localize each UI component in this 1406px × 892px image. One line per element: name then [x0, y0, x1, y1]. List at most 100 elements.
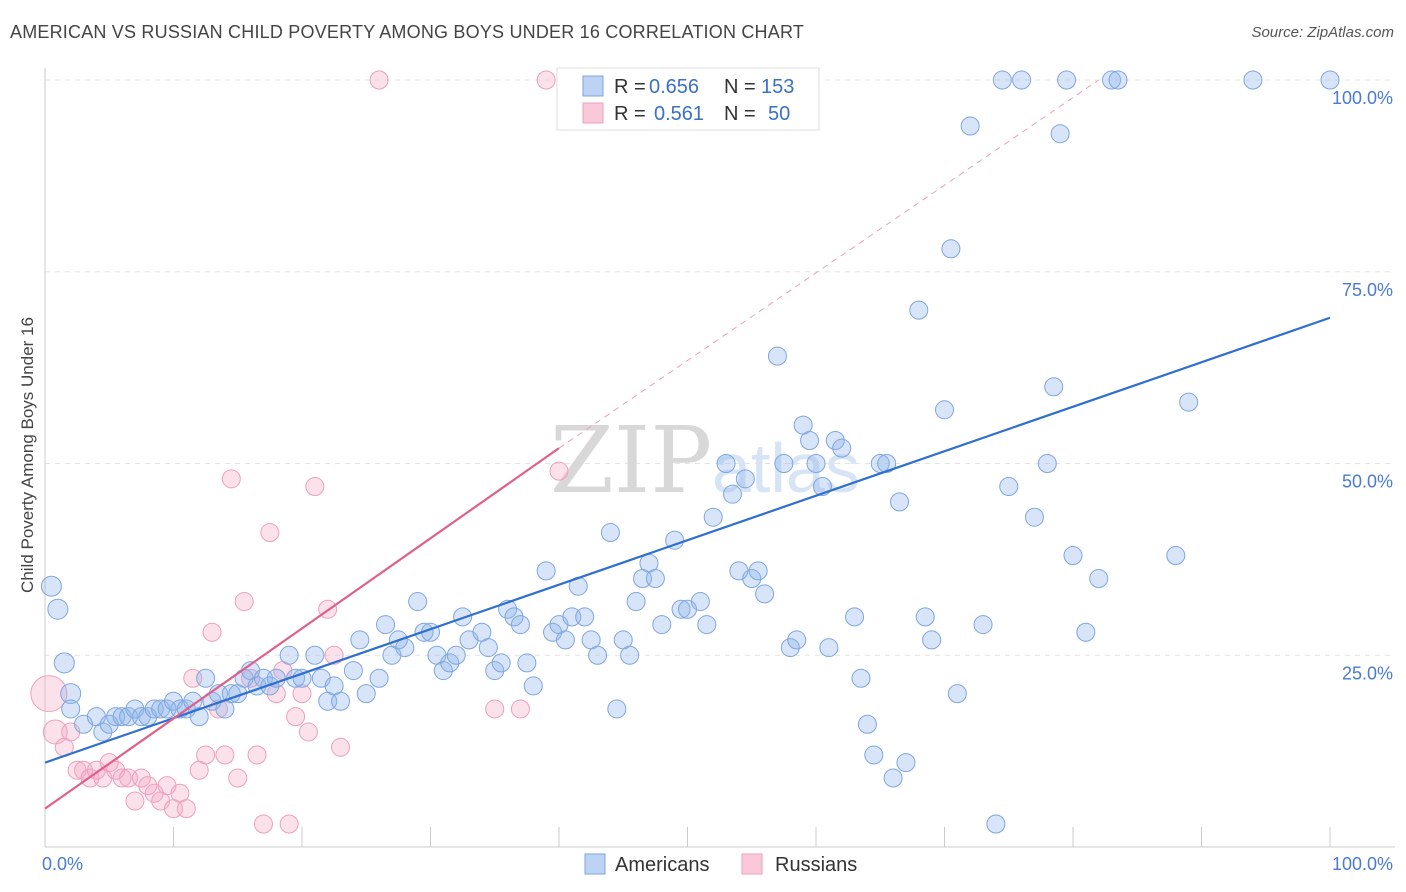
russians-point	[298, 722, 318, 742]
americans-point	[478, 638, 498, 658]
chart-title: AMERICAN VS RUSSIAN CHILD POVERTY AMONG …	[10, 22, 805, 42]
americans-point	[1179, 392, 1199, 412]
legend-box: R = 0.656 N = 153 R = 0.561 N = 50	[556, 67, 820, 131]
americans-point	[1089, 569, 1109, 589]
americans-point	[600, 523, 620, 543]
americans-point	[266, 668, 286, 688]
grid-lines	[45, 79, 1395, 656]
russians-point	[131, 768, 151, 788]
americans-point	[767, 346, 787, 366]
americans-point	[1320, 70, 1340, 90]
russians-point	[228, 768, 248, 788]
americans-point	[440, 653, 460, 673]
russians-point	[286, 707, 306, 727]
americans-point	[620, 645, 640, 665]
americans-point	[883, 768, 903, 788]
russians-point	[253, 814, 273, 834]
americans-point	[93, 722, 113, 742]
legend-n-americans: 153	[761, 76, 794, 98]
americans-point	[825, 430, 845, 450]
americans-point	[221, 684, 241, 704]
legend-r-americans: 0.656	[649, 76, 699, 98]
americans-point	[1102, 70, 1122, 90]
americans-point	[196, 668, 216, 688]
americans-point	[851, 668, 871, 688]
americans-point	[1050, 124, 1070, 144]
legend-r-label-russians: R =	[614, 103, 646, 125]
russians-point	[305, 477, 325, 497]
americans-point	[960, 116, 980, 136]
americans-point	[915, 607, 935, 627]
x-tick-label: 0.0%	[42, 854, 83, 874]
americans-point	[922, 630, 942, 650]
americans-point	[947, 684, 967, 704]
americans-point	[61, 699, 81, 719]
americans-point	[690, 592, 710, 612]
americans-point	[47, 598, 69, 620]
americans-point	[1024, 507, 1044, 527]
americans-point	[1012, 70, 1032, 90]
russians-point	[30, 675, 68, 713]
legend-r-label-americans: R =	[614, 76, 646, 98]
bottom-legend-russians: Russians	[775, 854, 857, 876]
americans-point	[408, 592, 428, 612]
americans-point	[523, 676, 543, 696]
americans-point	[536, 561, 556, 581]
russians-point	[221, 469, 241, 489]
americans-point	[1057, 70, 1077, 90]
americans-point	[992, 70, 1012, 90]
y-tick-label: 25.0%	[1342, 663, 1393, 683]
legend-n-label-russians: N =	[724, 103, 756, 125]
americans-point	[446, 645, 466, 665]
russians-point	[42, 719, 68, 745]
russians-point	[247, 745, 267, 765]
russians-point	[202, 622, 222, 642]
americans-point	[671, 599, 691, 619]
bottom-legend-swatch-russians	[741, 853, 763, 875]
americans-point	[896, 753, 916, 773]
americans-point	[588, 645, 608, 665]
americans-point	[1108, 70, 1128, 90]
americans-point	[53, 652, 75, 674]
americans-point	[491, 653, 511, 673]
americans-point	[1044, 377, 1064, 397]
bottom-legend-americans: Americans	[615, 854, 709, 876]
americans-point	[40, 575, 62, 597]
russians-points	[30, 70, 569, 834]
axes	[44, 68, 1395, 848]
russians-point	[125, 791, 145, 811]
americans-point	[504, 607, 524, 627]
americans-point	[356, 684, 376, 704]
americans-point	[935, 400, 954, 420]
americans-point	[774, 454, 794, 473]
russians-point	[196, 745, 216, 765]
americans-point	[973, 615, 993, 635]
americans-point	[292, 668, 312, 688]
americans-point	[742, 569, 762, 589]
bottom-legend: Americans Russians	[584, 853, 857, 876]
americans-point	[652, 615, 672, 635]
americans-point	[343, 661, 363, 681]
americans-point	[697, 615, 717, 635]
legend-n-label-americans: N =	[724, 76, 756, 98]
russians-point	[260, 523, 280, 543]
americans-point	[941, 239, 961, 259]
americans-point	[780, 638, 800, 658]
watermark-zip: ZIP	[550, 407, 712, 514]
trend-lines	[44, 79, 1331, 810]
americans-point	[755, 584, 775, 604]
americans-point	[485, 661, 505, 681]
americans-point	[877, 454, 897, 473]
americans-point	[433, 661, 453, 681]
americans-point	[665, 530, 685, 550]
legend-swatch-russians	[582, 102, 604, 124]
legend-r-russians: 0.561	[654, 103, 704, 125]
americans-point	[857, 714, 877, 734]
americans-point	[376, 615, 396, 635]
americans-point	[331, 691, 351, 711]
americans-point	[703, 507, 723, 527]
americans-point	[986, 814, 1006, 834]
americans-point	[1076, 622, 1096, 642]
americans-trend-line	[44, 316, 1331, 764]
russians-point	[510, 699, 530, 719]
